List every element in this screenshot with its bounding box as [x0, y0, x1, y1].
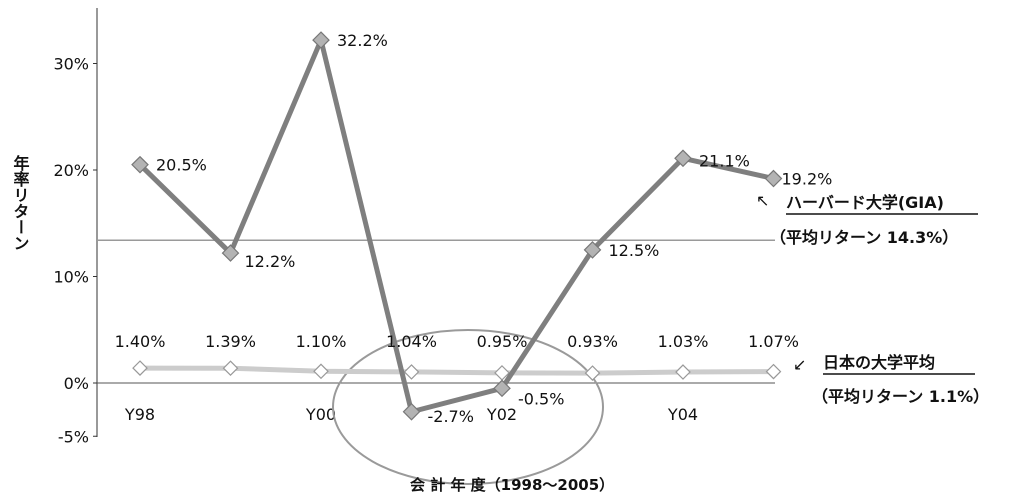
- data-label-harvard: -0.5%: [518, 389, 564, 408]
- japan-average-annotation: （平均リターン 1.1%）: [812, 387, 989, 406]
- point-harvard: [131, 155, 149, 174]
- point-japan-average: [584, 365, 601, 381]
- series: [131, 31, 783, 421]
- data-label-japan-average: 0.93%: [567, 332, 618, 351]
- japan-annotation: 日本の大学平均: [823, 353, 935, 372]
- harvard-annotation: ハーバード大学(GIA): [786, 193, 944, 212]
- y-tick-label: 0%: [64, 374, 89, 393]
- harvard-arrow: ↖: [756, 191, 769, 210]
- point-harvard: [674, 149, 692, 168]
- data-label-japan-average: 1.40%: [115, 332, 166, 351]
- point-harvard: [402, 402, 421, 421]
- axes: -5% 0% 10% 20% 30% Y98 Y00 Y02 Y04: [53, 8, 775, 446]
- data-label-japan-average: 1.03%: [658, 332, 709, 351]
- point-japan-average: [765, 363, 782, 380]
- x-tick-label: Y02: [486, 405, 517, 424]
- x-tick-label: Y00: [305, 405, 336, 424]
- x-axis-label: 会 計 年 度（1998～2005）: [410, 476, 614, 494]
- y-tick-label: 10%: [53, 268, 89, 287]
- point-harvard: [493, 379, 511, 398]
- japan-arrow: ↙: [793, 355, 806, 374]
- harvard-average-annotation: （平均リターン 14.3%）: [770, 228, 958, 247]
- x-tick-label: Y98: [124, 405, 155, 424]
- data-label-harvard: 12.5%: [609, 241, 660, 260]
- y-tick-label: -5%: [58, 427, 89, 446]
- y-axis-label: 年率リターン: [11, 154, 30, 251]
- point-japan-average: [313, 363, 329, 380]
- point-harvard: [312, 31, 330, 49]
- data-label-japan-average: 1.07%: [748, 332, 799, 351]
- data-label-harvard: 32.2%: [337, 31, 388, 50]
- point-harvard: [764, 169, 783, 188]
- x-tick-label: Y04: [667, 405, 698, 424]
- y-tick-label: 30%: [53, 55, 89, 74]
- point-japan-average: [132, 360, 148, 376]
- data-label-japan-average: 1.39%: [205, 332, 256, 351]
- data-label-harvard: 19.2%: [782, 170, 833, 189]
- data-label-japan-average: 1.10%: [296, 332, 347, 351]
- point-japan-average: [222, 360, 239, 377]
- series-line-harvard: [138, 37, 775, 415]
- y-tick-label: 20%: [53, 161, 89, 180]
- data-labels: 20.5% 12.2% 32.2% -2.7% -0.5% 12.5% 21.1% 19.2%…: [115, 31, 833, 426]
- data-label-harvard: 20.5%: [156, 156, 207, 175]
- point-harvard: [583, 241, 602, 259]
- point-japan-average: [675, 364, 691, 380]
- point-japan-average: [403, 364, 420, 380]
- data-label-japan-average: 0.95%: [477, 332, 528, 351]
- highlight-ellipse: [332, 329, 604, 485]
- point-harvard: [221, 244, 240, 262]
- data-label-harvard: 12.2%: [245, 252, 296, 271]
- data-label-harvard: -2.7%: [428, 407, 474, 426]
- series-line-japan-average: [139, 365, 774, 376]
- data-label-japan-average: 1.04%: [386, 332, 437, 351]
- data-label-harvard: 21.1%: [699, 151, 750, 170]
